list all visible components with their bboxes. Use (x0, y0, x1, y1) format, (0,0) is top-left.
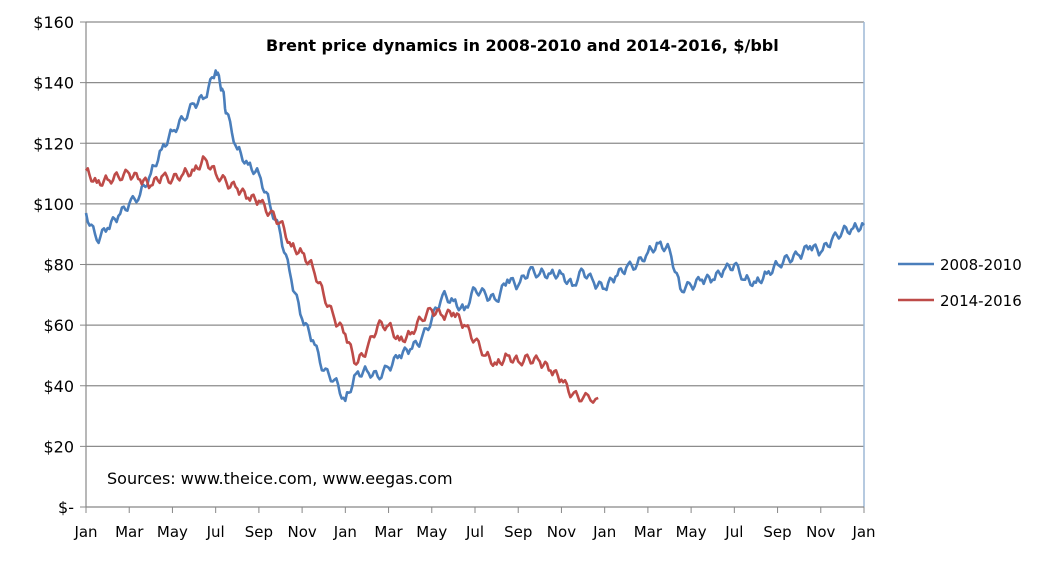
series-line-2008-2010 (84, 69, 865, 403)
x-tick-label: Mar (634, 523, 663, 541)
x-tick-label: Jan (592, 523, 616, 541)
x-tick-label: Jul (465, 523, 484, 541)
x-tick-label: Sep (504, 523, 532, 541)
x-tick-label: Sep (763, 523, 791, 541)
y-tick-label: $120 (33, 134, 74, 153)
gridlines (86, 21, 864, 447)
y-tick-label: $60 (43, 316, 74, 335)
x-tick-label: Jul (724, 523, 743, 541)
y-tick-label: $20 (43, 437, 74, 456)
x-tick-label: Jul (206, 523, 225, 541)
y-tick-label: $- (58, 498, 74, 517)
x-tick-label: Nov (547, 523, 576, 541)
chart-title: Brent price dynamics in 2008-2010 and 20… (266, 36, 779, 55)
legend: 2008-2010 2014-2016 (898, 256, 1022, 310)
y-tick-label: $100 (33, 195, 74, 214)
y-tick-label: $140 (33, 74, 74, 93)
x-tick-label: Mar (115, 523, 144, 541)
x-tick-label: May (157, 523, 188, 541)
x-tick-label: Nov (287, 523, 316, 541)
x-tick-label: Jan (73, 523, 97, 541)
x-tick-label: Nov (806, 523, 835, 541)
legend-label: 2014-2016 (940, 292, 1022, 310)
x-tick-label: Jan (333, 523, 357, 541)
x-tick-label: Sep (245, 523, 273, 541)
series-line-2014-2016 (85, 155, 599, 404)
x-tick-label: May (676, 523, 707, 541)
x-tick-label: Jan (851, 523, 875, 541)
x-axis-ticks: Jan Mar May Jul Sep Nov Jan Mar May Jul Sep Nov Jan M… (73, 507, 876, 541)
x-tick-label: Mar (374, 523, 403, 541)
y-tick-label: $160 (33, 13, 74, 32)
x-tick-label: May (416, 523, 447, 541)
series-lines (84, 69, 865, 404)
y-axis-tick-labels: $- $20 $40 $60 $80 $100 $120 $140 $160 (33, 13, 86, 517)
y-tick-label: $80 (43, 256, 74, 275)
y-tick-label: $40 (43, 377, 74, 396)
sources-annotation: Sources: www.theice.com, www.eegas.com (107, 469, 453, 488)
legend-label: 2008-2010 (940, 256, 1022, 274)
